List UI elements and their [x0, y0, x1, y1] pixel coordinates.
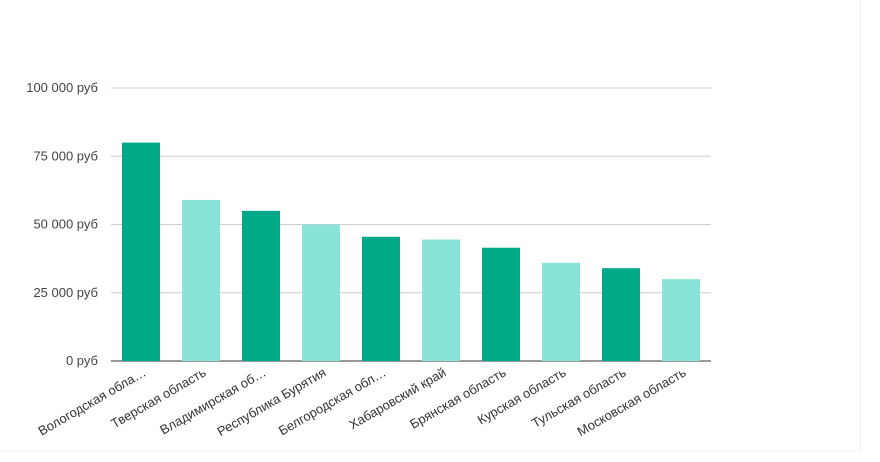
bar[interactable]	[362, 236, 400, 361]
bar[interactable]	[302, 224, 340, 362]
x-tick-label: Республика Бурятия	[214, 365, 328, 440]
bar[interactable]	[182, 199, 220, 361]
bar[interactable]	[122, 142, 160, 361]
bar[interactable]	[482, 247, 520, 361]
y-tick-label: 50 000 руб	[33, 217, 98, 232]
bar[interactable]	[662, 279, 700, 361]
bars	[122, 142, 700, 362]
x-tick-label: Вологодская обла…	[35, 365, 148, 439]
bar[interactable]	[422, 239, 460, 361]
y-axis-ticks: 0 руб 25 000 руб 50 000 руб 75 000 руб 100 0…	[26, 80, 98, 368]
bar[interactable]	[542, 262, 580, 361]
x-tick-label: Московская область	[574, 365, 688, 440]
x-tick-label: Белгородская обл…	[276, 365, 389, 439]
y-tick-label: 0 руб	[66, 353, 98, 368]
y-tick-label: 75 000 руб	[33, 148, 98, 163]
x-axis-ticks: Вологодская обла…Тверская областьВладими…	[35, 364, 688, 439]
bar[interactable]	[602, 268, 640, 361]
panel-border	[0, 0, 861, 451]
y-tick-label: 25 000 руб	[33, 285, 98, 300]
bar[interactable]	[242, 210, 280, 361]
x-tick-label: Владимирская об…	[157, 365, 268, 438]
y-tick-label: 100 000 руб	[26, 80, 98, 95]
